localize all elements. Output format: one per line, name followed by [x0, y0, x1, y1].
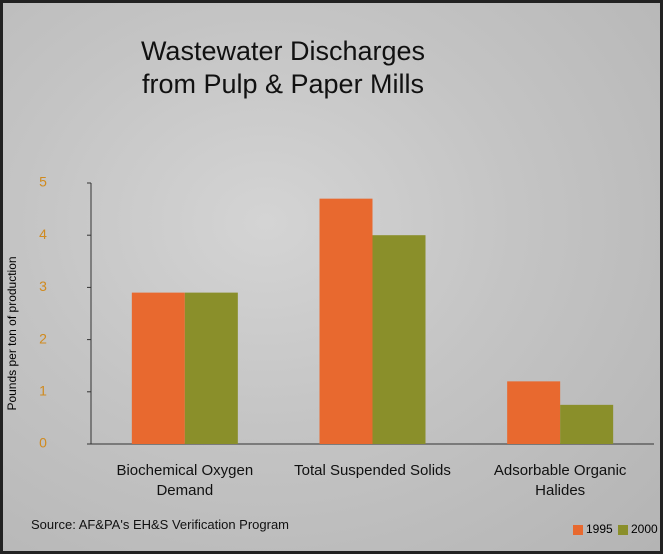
bar: [320, 199, 373, 444]
legend-swatch: [618, 525, 628, 535]
bar: [185, 293, 238, 444]
x-tick-label: Total Suspended Solids: [288, 461, 458, 481]
y-tick-label: 1: [39, 383, 47, 399]
chart-title: Wastewater Discharges from Pulp & Paper …: [133, 35, 433, 101]
y-tick-label: 4: [39, 226, 47, 242]
x-tick-label: Biochemical Oxygen Demand: [100, 461, 270, 501]
legend-swatch: [573, 525, 583, 535]
bar: [132, 293, 185, 444]
y-tick-label: 3: [39, 278, 47, 294]
bar: [373, 235, 426, 444]
source: Source: AF&PA's EH&S Verification Progra…: [31, 517, 289, 532]
y-tick-label: 5: [39, 174, 47, 190]
bar: [560, 405, 613, 444]
chart: 0 1 2 3 4 5 Pounds per ton of production 1995 20…: [0, 0, 663, 554]
legend-label: 1995: [586, 522, 613, 536]
y-axis-label: Pounds per ton of production: [5, 256, 19, 410]
x-tick-label: Adsorbable Organic Halides: [475, 461, 645, 501]
bar: [507, 381, 560, 444]
legend-label: 2000: [631, 522, 658, 536]
y-tick-label: 0: [39, 435, 47, 451]
y-tick-label: 2: [39, 330, 47, 346]
